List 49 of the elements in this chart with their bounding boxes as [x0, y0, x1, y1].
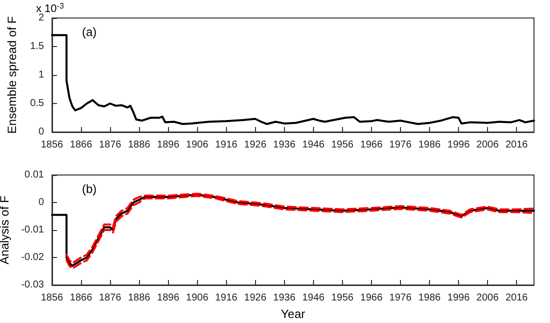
y-tick-label: 2: [38, 12, 44, 24]
x-tick-label: 1866: [70, 292, 93, 304]
y-tick-label: 1: [38, 70, 44, 80]
y-tick-label: 0.01: [24, 170, 44, 180]
x-tick-label: 1856: [40, 140, 64, 150]
x-tick-label: 1856: [40, 292, 64, 304]
x-tick-label: 2006: [476, 140, 500, 150]
x-tick-label: 1956: [331, 140, 354, 150]
x-tick-label: 1876: [98, 292, 122, 304]
y-tick-label: -0.03: [21, 280, 44, 290]
y-tick-label: 0.5: [30, 98, 44, 109]
x-tick-label: 1926: [244, 292, 267, 304]
x-tick-label: 1996: [447, 292, 470, 304]
y-tick-label: -0.02: [21, 252, 44, 263]
x-tick-label: 1976: [389, 292, 412, 304]
annotation: (a): [82, 25, 97, 39]
y-tick-label: 0: [38, 197, 44, 208]
x-tick-label: 1906: [186, 140, 209, 150]
x-tick-label: 1966: [360, 140, 383, 150]
x-tick-label: 1976: [389, 140, 412, 150]
y-tick-label: 1.5: [30, 41, 44, 52]
x-tick-label: 1926: [244, 140, 267, 150]
x-tick-label: 1896: [157, 292, 180, 304]
y-tick-label: 0: [38, 126, 44, 138]
x-axis-title: Year: [280, 306, 306, 321]
x-tick-label: 1886: [128, 140, 151, 150]
x-tick-label: 1956: [331, 292, 354, 304]
x-tick-label: 1936: [273, 292, 296, 304]
x-tick-label: 1906: [186, 292, 209, 304]
x-tick-label: 1866: [70, 140, 93, 150]
x-tick-label: 1916: [215, 140, 238, 150]
x-tick-label: 2016: [505, 292, 528, 304]
y-tick-label: -0.01: [21, 224, 44, 236]
x-tick-label: 2016: [505, 140, 528, 150]
annotation: (b): [82, 182, 97, 196]
x-tick-label: 1876: [98, 140, 122, 150]
x-tick-label: 2006: [476, 292, 500, 304]
x-tick-label: 1966: [360, 292, 383, 304]
x-tick-label: 1946: [302, 292, 325, 304]
x-tick-label: 1916: [215, 292, 238, 304]
y-axis-title: Analysis of F: [0, 196, 12, 264]
x-tick-label: 1946: [302, 140, 325, 150]
x-tick-label: 1986: [418, 140, 442, 150]
y-axis-title: Ensemble spread of F: [5, 16, 19, 134]
x-tick-label: 1886: [128, 292, 151, 304]
x-tick-label: 1896: [157, 140, 180, 150]
x-tick-label: 1936: [273, 140, 296, 150]
x-tick-label: 1986: [418, 292, 442, 304]
x-tick-label: 1996: [447, 140, 470, 150]
